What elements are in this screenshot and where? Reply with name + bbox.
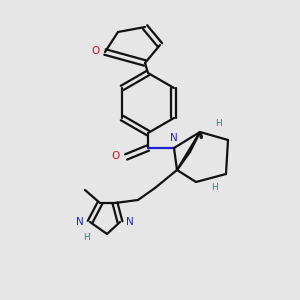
- Text: O: O: [91, 46, 99, 56]
- Text: H: H: [211, 184, 218, 193]
- Text: N: N: [126, 217, 134, 227]
- Text: H: H: [214, 119, 221, 128]
- Text: O: O: [112, 151, 120, 161]
- Text: N: N: [76, 217, 84, 227]
- Text: N: N: [170, 133, 178, 143]
- Text: H: H: [82, 233, 89, 242]
